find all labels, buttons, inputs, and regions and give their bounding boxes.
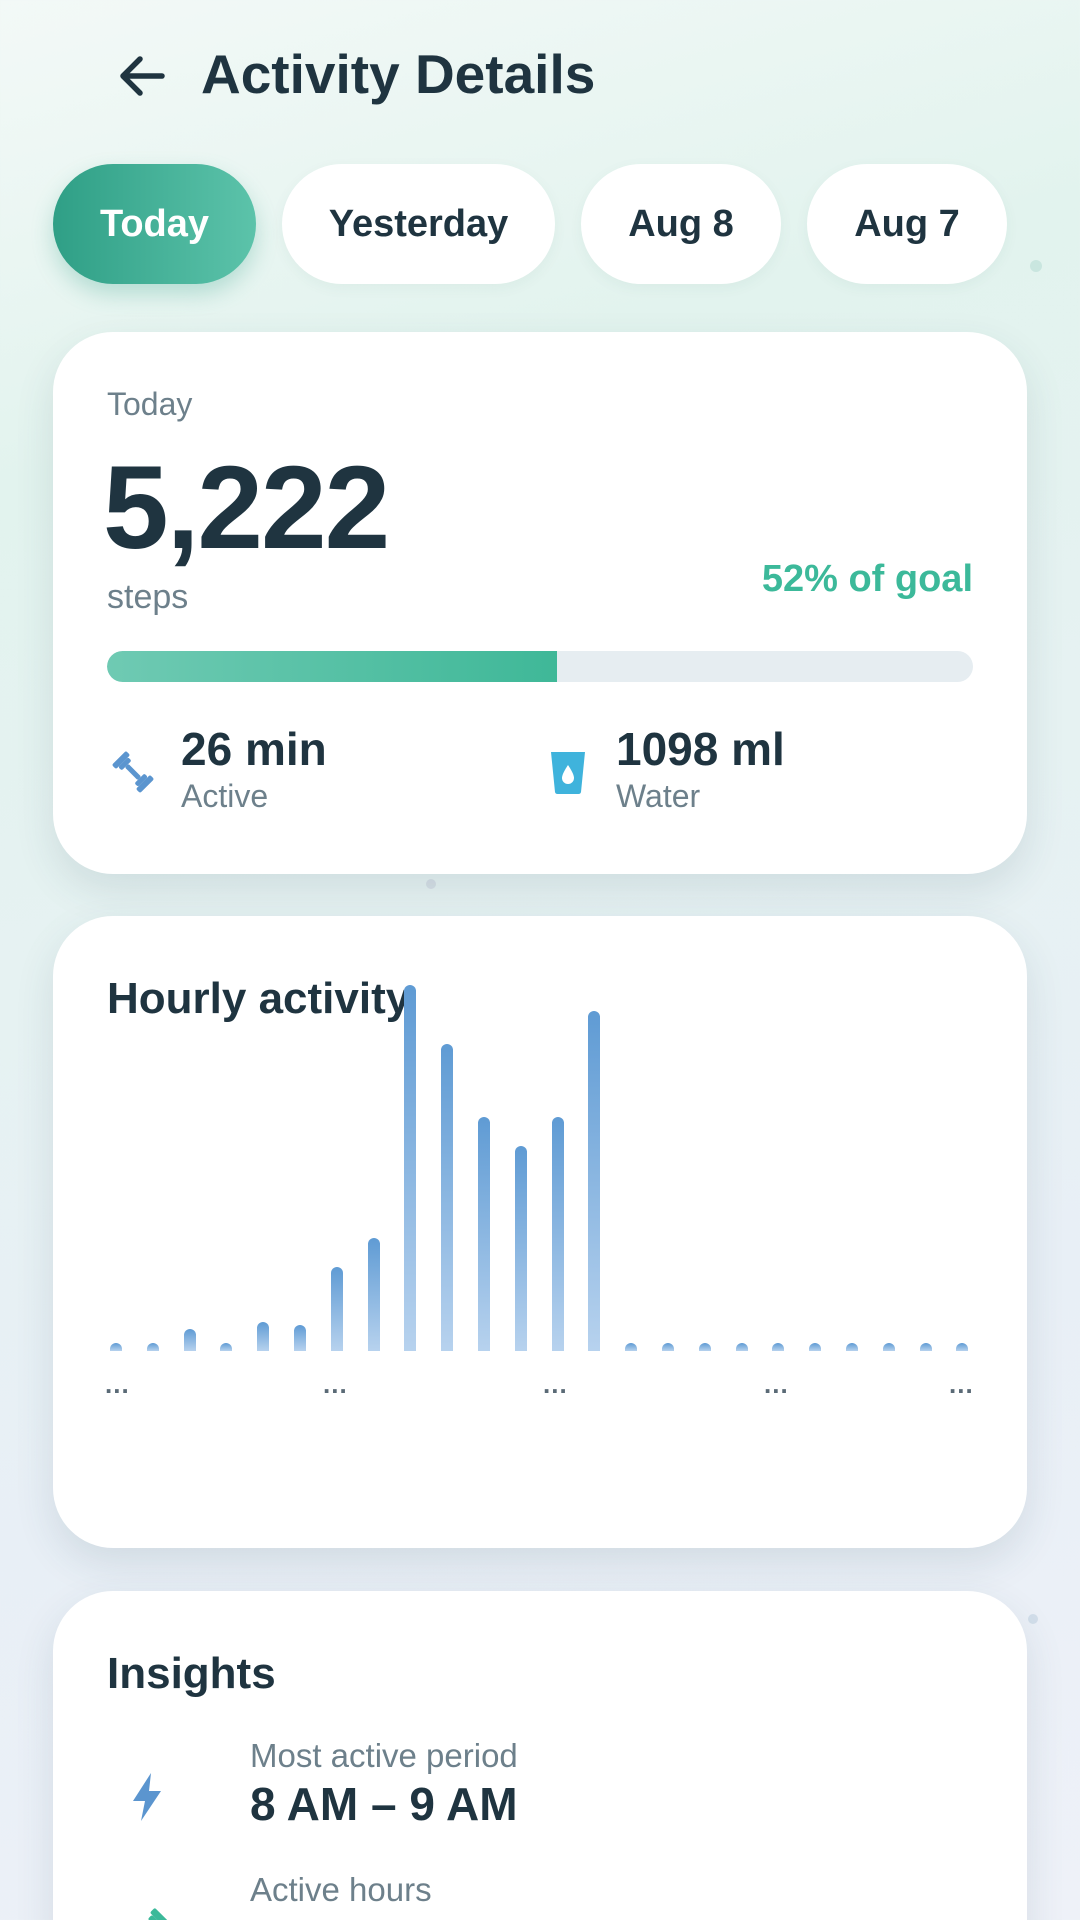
hourly-bar-11 <box>514 1146 527 1351</box>
tab-today[interactable]: Today <box>53 164 256 284</box>
arrow-left-icon <box>120 56 165 96</box>
goal-progress-fill <box>107 651 558 682</box>
date-tabs: Today Yesterday Aug 8 Aug 7 <box>53 164 1007 284</box>
hourly-bar-6 <box>330 1266 343 1351</box>
insights-card: Insights Most active period 8 AM – 9 AM … <box>53 1591 1027 1920</box>
hourly-bar-22 <box>919 1343 932 1351</box>
hourly-activity-title: Hourly activity <box>107 974 411 1023</box>
tab-aug-8[interactable]: Aug 8 <box>581 164 781 284</box>
hourly-bar-16 <box>698 1343 711 1351</box>
hourly-bar-8 <box>404 985 417 1351</box>
hourly-bar-13 <box>588 1010 601 1351</box>
decor-dot <box>1030 260 1042 272</box>
water-intake-value: 1098 ml <box>616 723 785 775</box>
active-minutes-label: Active <box>181 778 269 814</box>
step-unit: steps <box>107 578 189 616</box>
hourly-bar-21 <box>882 1343 895 1351</box>
hourly-activity-card: Hourly activity ... ... ... ... ... <box>53 916 1027 1548</box>
x-tick-label: ... <box>949 1369 974 1399</box>
x-tick-label: ... <box>323 1369 348 1399</box>
hourly-bar-19 <box>809 1343 822 1351</box>
summary-date-label: Today <box>107 386 193 422</box>
insight-label: Most active period <box>250 1737 518 1774</box>
hourly-bar-7 <box>367 1237 380 1351</box>
step-count: 5,222 <box>103 442 390 574</box>
hourly-activity-chart: ... ... ... ... ... <box>105 985 974 1516</box>
hourly-bar-4 <box>257 1321 270 1351</box>
hourly-bar-20 <box>846 1343 858 1351</box>
tab-aug-7[interactable]: Aug 7 <box>807 164 1007 284</box>
lightning-icon <box>133 1773 161 1821</box>
decor-dot <box>1028 1614 1038 1624</box>
insight-active-hours: Active hours <box>107 1871 973 1920</box>
tab-yesterday[interactable]: Yesterday <box>282 164 555 284</box>
hourly-bar-10 <box>478 1116 490 1351</box>
water-intake-stat: 1098 ml Water <box>542 722 962 822</box>
hourly-bar-14 <box>625 1343 638 1351</box>
dumbbell-icon <box>112 751 154 793</box>
hourly-bar-1 <box>146 1343 159 1351</box>
dumbbell-icon <box>148 1908 170 1920</box>
hourly-bar-2 <box>183 1329 196 1351</box>
x-tick-label: ... <box>543 1369 568 1399</box>
active-minutes-stat: 26 min Active <box>107 722 487 822</box>
hourly-bar-5 <box>294 1325 306 1351</box>
page-title: Activity Details <box>201 43 596 105</box>
hourly-bar-0 <box>110 1343 122 1351</box>
hourly-bar-15 <box>662 1343 674 1351</box>
steps-summary-card: Today 5,222 steps 52% of goal 26 min Act… <box>53 332 1027 874</box>
app-header: Activity Details <box>0 0 1080 150</box>
insight-label: Active hours <box>250 1871 432 1908</box>
decor-dot <box>426 879 436 889</box>
x-tick-label: ... <box>105 1369 130 1399</box>
hourly-bar-17 <box>735 1343 748 1351</box>
back-button[interactable] <box>110 44 174 108</box>
insight-most-active-period: Most active period 8 AM – 9 AM <box>107 1737 973 1857</box>
goal-progress-bar <box>107 651 973 682</box>
hourly-bar-9 <box>441 1043 454 1351</box>
active-minutes-value: 26 min <box>181 723 327 775</box>
goal-percentage: 52% of goal <box>761 558 973 600</box>
insight-value: 8 AM – 9 AM <box>250 1778 518 1830</box>
water-intake-label: Water <box>616 778 701 814</box>
insights-title: Insights <box>107 1649 276 1698</box>
hourly-bar-12 <box>551 1116 564 1351</box>
hourly-bar-23 <box>956 1343 969 1351</box>
x-tick-label: ... <box>764 1369 789 1399</box>
hourly-bar-3 <box>220 1343 233 1351</box>
water-glass-icon <box>551 752 585 794</box>
hourly-bar-18 <box>772 1343 785 1351</box>
